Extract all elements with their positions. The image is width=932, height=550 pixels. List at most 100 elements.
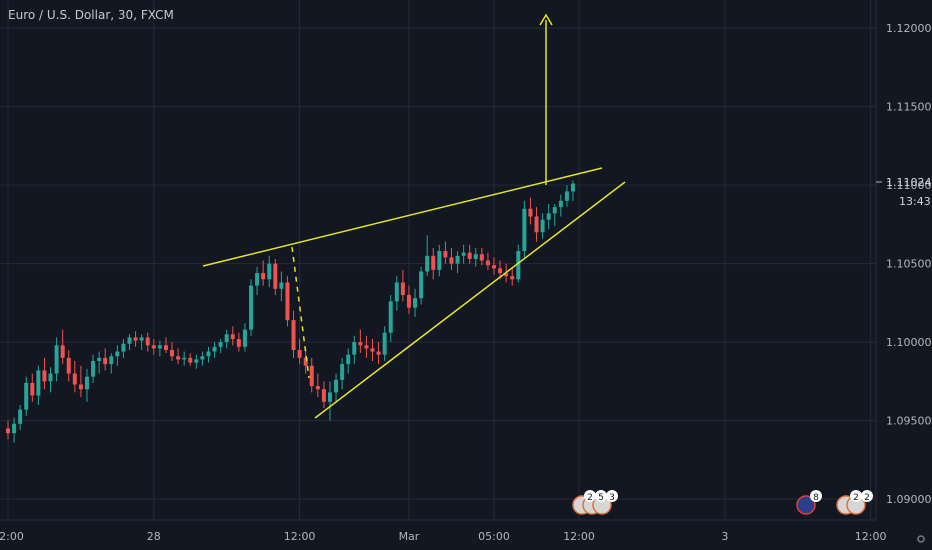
candle[interactable] [437,244,442,277]
candle[interactable] [340,357,345,390]
candle[interactable] [309,357,314,393]
candle[interactable] [176,348,181,365]
candle[interactable] [91,354,96,383]
candle[interactable] [510,266,515,286]
candle[interactable] [485,252,490,270]
candle[interactable] [218,339,223,354]
candle[interactable] [78,365,83,398]
candle[interactable] [455,251,460,274]
candle[interactable] [425,235,430,277]
candle[interactable] [285,276,290,327]
candle[interactable] [261,260,266,286]
candle[interactable] [30,373,35,402]
candle[interactable] [413,288,418,318]
chart-settings-icon[interactable] [916,534,926,544]
candle[interactable] [388,295,393,343]
candle[interactable] [358,329,363,354]
candle[interactable] [109,353,114,374]
candle[interactable] [230,326,235,346]
candle[interactable] [12,417,17,443]
candle[interactable] [394,276,399,311]
candle[interactable] [291,310,296,358]
candle[interactable] [449,247,454,270]
event-group-3[interactable]: 2 2 [836,490,873,515]
candle[interactable] [249,279,253,336]
candle[interactable] [66,349,71,382]
candle[interactable] [54,337,59,382]
candle[interactable] [127,334,132,350]
candle[interactable] [157,340,162,357]
candle[interactable] [570,180,575,201]
candle[interactable] [315,373,320,398]
candle[interactable] [145,332,150,352]
candle[interactable] [236,332,241,352]
candle[interactable] [370,339,375,361]
candle[interactable] [200,351,205,366]
candle[interactable] [151,339,156,355]
candle[interactable] [133,331,138,347]
candle[interactable] [352,335,357,365]
candle[interactable] [346,348,351,374]
candle[interactable] [267,255,272,288]
drawing-layer[interactable] [202,13,626,419]
candle[interactable] [461,244,466,264]
candle[interactable] [522,200,527,258]
eu-flag-icon[interactable] [796,495,816,515]
candle[interactable] [564,185,569,208]
economic-events-layer[interactable]: 2 5 3 8 2 2 [572,490,873,515]
candle[interactable] [242,323,247,352]
candle[interactable] [406,285,411,314]
wedge-upper-trendline[interactable] [202,167,603,267]
candle[interactable] [60,329,65,365]
event-group-2[interactable]: 8 [796,490,822,515]
candle[interactable] [273,258,278,296]
candle[interactable] [224,329,229,349]
candle[interactable] [121,339,126,358]
candle[interactable] [163,337,168,354]
candle[interactable] [115,345,120,366]
wedge-lower-trendline[interactable] [314,181,626,419]
candle[interactable] [212,342,217,358]
candle[interactable] [297,339,302,365]
candle[interactable] [473,247,478,267]
candle[interactable] [182,351,187,366]
candle[interactable] [400,269,405,302]
candle[interactable] [321,381,326,409]
candle[interactable] [443,241,448,264]
candle[interactable] [18,404,23,431]
candle[interactable] [84,368,89,402]
candle[interactable] [419,266,424,305]
candle[interactable] [492,257,496,275]
candle[interactable] [279,271,284,302]
candle[interactable] [255,266,260,296]
candle[interactable] [334,373,339,402]
candle[interactable] [546,203,551,230]
candle[interactable] [103,348,108,371]
symbol-title[interactable]: Euro / U.S. Dollar, 30, FXCM [8,8,174,22]
candle[interactable] [97,351,102,374]
candle[interactable] [72,360,77,393]
candle[interactable] [479,247,484,266]
candle[interactable] [327,381,332,421]
candle[interactable] [139,334,144,350]
event-group-1[interactable]: 2 5 3 [572,490,618,515]
candle[interactable] [170,342,175,361]
candle[interactable] [364,335,369,358]
candle[interactable] [376,342,381,365]
candle[interactable] [194,354,199,369]
candle[interactable] [6,420,10,440]
candle[interactable] [558,194,563,217]
candle[interactable] [24,376,29,416]
candle[interactable] [303,348,308,374]
candle[interactable] [534,207,539,242]
candle[interactable] [382,326,387,361]
candle[interactable] [36,365,41,405]
candle[interactable] [431,247,436,280]
candle[interactable] [540,213,545,239]
candle[interactable] [48,367,53,393]
candle[interactable] [206,346,211,363]
candle[interactable] [552,203,557,226]
dashed-drop-line[interactable] [291,246,310,379]
candle[interactable] [42,357,47,390]
